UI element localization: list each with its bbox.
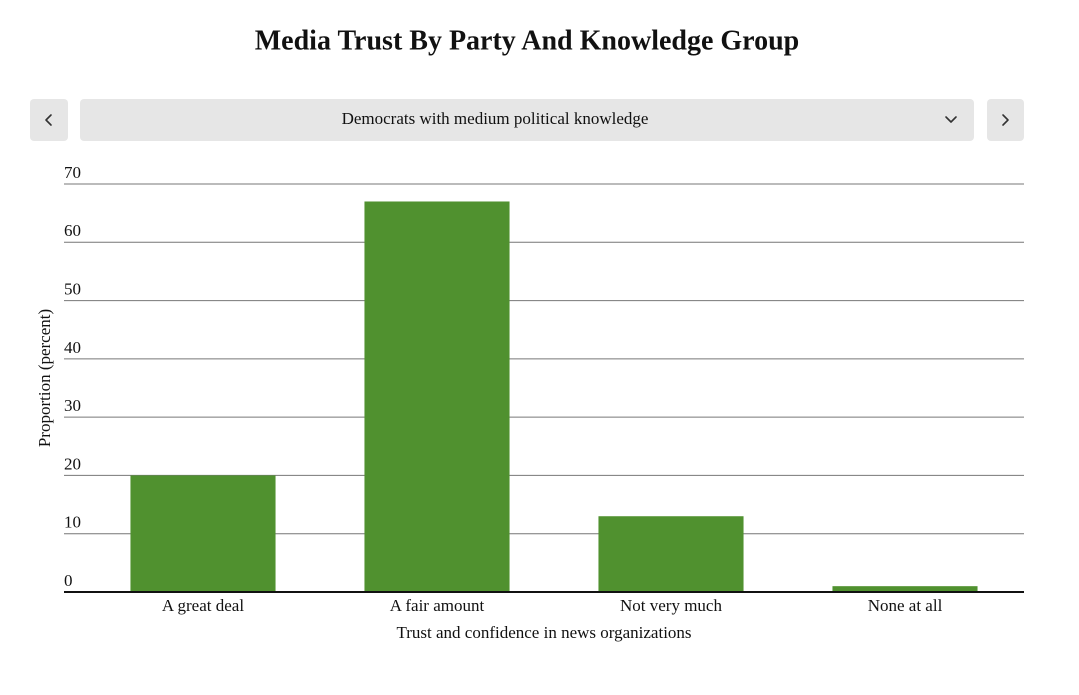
dropdown-label[interactable]: Democrats with medium political knowledg… <box>342 109 649 128</box>
y-tick-label: 60 <box>64 221 81 240</box>
dropdown-chevron[interactable] <box>945 116 957 123</box>
x-tick-label: A great deal <box>162 596 244 615</box>
x-tick-label: None at all <box>868 596 943 615</box>
y-tick-label: 70 <box>64 163 81 182</box>
dropdown-bg[interactable] <box>80 99 974 141</box>
next-button-bg[interactable] <box>987 99 1024 141</box>
next-button[interactable] <box>987 99 1024 141</box>
prev-icon[interactable] <box>45 114 52 126</box>
prev-button-bg[interactable] <box>30 99 68 141</box>
y-tick-label: 50 <box>64 279 81 298</box>
y-tick-label: 20 <box>64 454 81 473</box>
chart-title: Media Trust By Party And Knowledge Group <box>255 25 800 56</box>
next-icon[interactable] <box>1002 114 1009 126</box>
group-dropdown[interactable]: Democrats with medium political knowledg… <box>80 99 974 141</box>
bar <box>832 586 978 592</box>
y-tick-label: 40 <box>64 338 81 357</box>
bar <box>130 475 276 592</box>
y-tick-label: 10 <box>64 513 81 532</box>
y-tick-label: 30 <box>64 396 81 415</box>
x-tick-label: Not very much <box>620 596 722 615</box>
y-tick-label: 0 <box>64 571 73 590</box>
bar <box>364 201 510 592</box>
x-axis-label: Trust and confidence in news organizatio… <box>396 623 691 642</box>
bar <box>598 516 744 592</box>
prev-button[interactable] <box>30 99 68 141</box>
x-tick-label: A fair amount <box>390 596 485 615</box>
y-axis-label: Proportion (percent) <box>35 309 54 447</box>
